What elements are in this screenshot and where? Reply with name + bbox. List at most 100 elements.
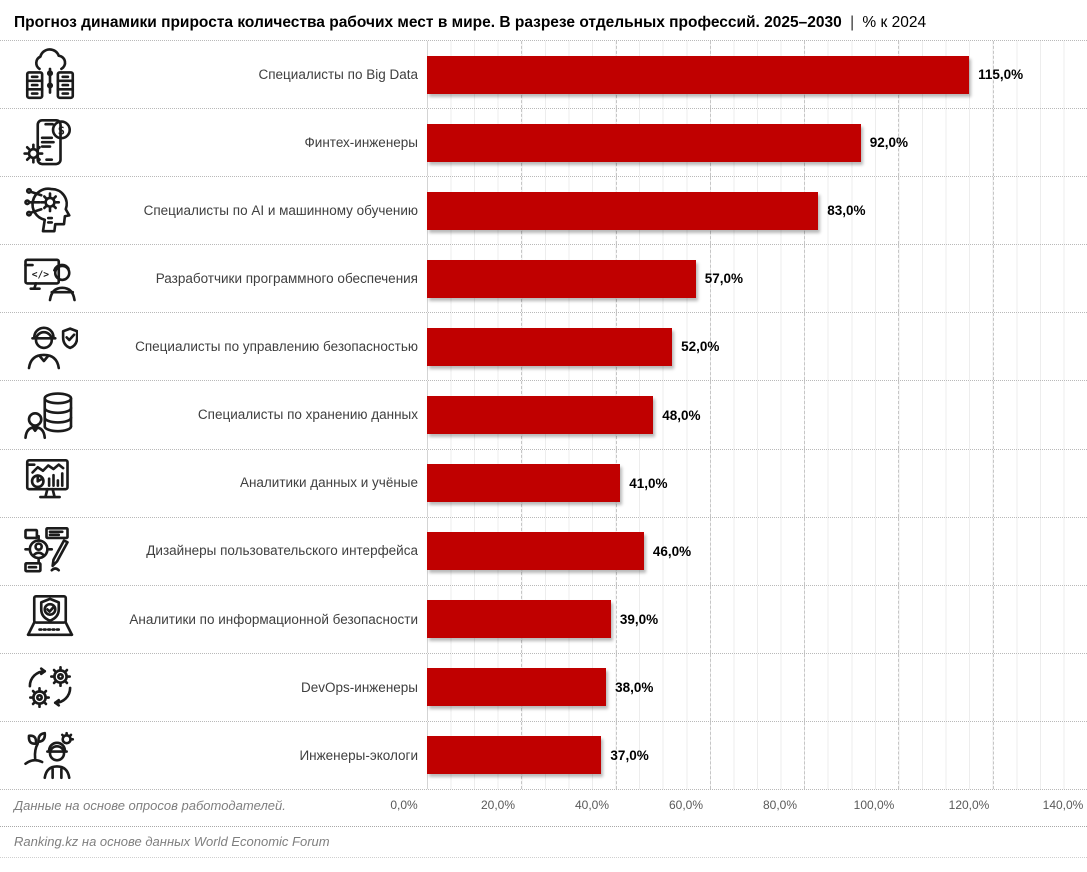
- footer-divider: [0, 826, 1087, 828]
- software-developer-icon: </>: [0, 245, 100, 312]
- chart-row: Специалисты по хранению данных 48,0%: [0, 381, 1087, 450]
- gridline: [804, 585, 806, 653]
- fintech-icon: $: [0, 109, 100, 176]
- plot-area: 57,0%: [427, 245, 1087, 313]
- chart-title: Прогноз динамики прироста количества раб…: [0, 0, 1087, 40]
- gridline: [992, 449, 994, 517]
- ui-designer-icon: [0, 518, 100, 585]
- bar: [427, 191, 819, 230]
- gridline: [804, 381, 806, 449]
- gridline: [898, 381, 900, 449]
- plot-area: 41,0%: [427, 449, 1087, 517]
- gridline: [898, 585, 900, 653]
- x-axis-tick-label: 120,0%: [948, 798, 990, 813]
- plot-area: 39,0%: [427, 585, 1087, 653]
- bar: [427, 55, 970, 94]
- gridline: [709, 245, 711, 313]
- gridline: [804, 653, 806, 721]
- bar: [427, 736, 602, 775]
- gridline: [992, 41, 994, 109]
- row-label: Дизайнеры пользовательского интерфейса: [146, 543, 418, 559]
- gridline: [804, 721, 806, 790]
- gridline: [804, 517, 806, 585]
- chart-row: Дизайнеры пользовательского интерфейса 4…: [0, 517, 1087, 586]
- bar-value-label: 52,0%: [681, 339, 720, 355]
- gridline: [992, 245, 994, 313]
- gridline: [992, 653, 994, 721]
- bar-value-label: 57,0%: [704, 271, 743, 287]
- devops-icon: [0, 654, 100, 721]
- chart-row: Специалисты по AI и машинному обучению 8…: [0, 177, 1087, 246]
- gridline: [804, 313, 806, 381]
- bar-value-label: 83,0%: [827, 203, 866, 219]
- gridline: [709, 721, 711, 790]
- source-attribution: Ranking.kz на основе данных World Econom…: [14, 834, 330, 850]
- bar: [427, 123, 861, 162]
- gridline: [992, 381, 994, 449]
- gridline: [615, 721, 617, 790]
- x-axis-tick-label: 100,0%: [853, 798, 895, 813]
- row-label: Специалисты по управлению безопасностью: [135, 339, 418, 355]
- row-label: Специалисты по Big Data: [258, 66, 418, 82]
- svg-text:</>: </>: [32, 269, 50, 280]
- row-label: Разработчики программного обеспечения: [155, 271, 418, 287]
- chart-row: Специалисты по Big Data 115,0%: [0, 41, 1087, 110]
- bar: [427, 600, 611, 639]
- plot-area: 52,0%: [427, 313, 1087, 381]
- gridline: [898, 449, 900, 517]
- plot-area: 115,0%: [427, 41, 1087, 109]
- ai-ml-icon: [0, 177, 100, 244]
- chart-row: Аналитики по информационной безопасности…: [0, 585, 1087, 654]
- x-axis-tick-label: 140,0%: [1042, 798, 1084, 813]
- gridline: [898, 721, 900, 790]
- gridline: [898, 313, 900, 381]
- x-axis-tick-label: 0,0%: [390, 798, 418, 813]
- gridline: [709, 653, 711, 721]
- gridline: [992, 721, 994, 790]
- gridline: [709, 313, 711, 381]
- row-label: Аналитики по информационной безопасности: [129, 611, 418, 627]
- data-storage-icon: [0, 381, 100, 448]
- data-analyst-icon: [0, 450, 100, 517]
- chart-title-suffix: % к 2024: [862, 14, 927, 31]
- plot-area: 48,0%: [427, 381, 1087, 449]
- bar-value-label: 39,0%: [619, 611, 659, 627]
- bar-value-label: 46,0%: [652, 543, 692, 559]
- chart-row: Специалисты по управлению безопасностью …: [0, 313, 1087, 382]
- bottom-divider: [0, 857, 1087, 859]
- gridline: [992, 313, 994, 381]
- row-label: Финтех-инженеры: [304, 134, 418, 150]
- bar: [427, 464, 621, 503]
- gridline: [709, 449, 711, 517]
- gridline: [898, 245, 900, 313]
- infosec-analyst-icon: [0, 586, 100, 653]
- gridline: [804, 245, 806, 313]
- x-axis-tick-label: 20,0%: [480, 798, 516, 813]
- bar-value-label: 41,0%: [629, 475, 668, 491]
- bar: [427, 396, 654, 435]
- bar-chart: Специалисты по Big Data 115,0% $ Финтех-…: [0, 40, 1087, 791]
- gridline: [992, 585, 994, 653]
- bar-value-label: 115,0%: [978, 67, 1024, 83]
- chart-row: Аналитики данных и учёные 41,0%: [0, 449, 1087, 518]
- svg-text:$: $: [58, 123, 65, 137]
- chart-row: </> Разработчики программного обеспечени…: [0, 245, 1087, 314]
- gridline: [992, 517, 994, 585]
- gridline: [804, 449, 806, 517]
- gridline: [709, 381, 711, 449]
- gridline: [898, 653, 900, 721]
- x-axis-tick-label: 80,0%: [762, 798, 798, 813]
- plot-area: 83,0%: [427, 177, 1087, 245]
- bar-value-label: 48,0%: [662, 407, 701, 423]
- chart-title-divider: |: [850, 14, 855, 31]
- data-note: Данные на основе опросов работодателей.: [14, 798, 286, 814]
- chart-row: $ Финтех-инженеры 92,0%: [0, 109, 1087, 178]
- big-data-icon: [0, 41, 100, 108]
- bar: [427, 327, 673, 366]
- bar-value-label: 92,0%: [869, 135, 908, 151]
- row-label: Специалисты по хранению данных: [197, 407, 418, 423]
- bar: [427, 259, 696, 298]
- row-label: DevOps-инженеры: [301, 679, 418, 695]
- x-axis-tick-label: 60,0%: [668, 798, 704, 813]
- row-label: Инженеры-экологи: [299, 747, 418, 763]
